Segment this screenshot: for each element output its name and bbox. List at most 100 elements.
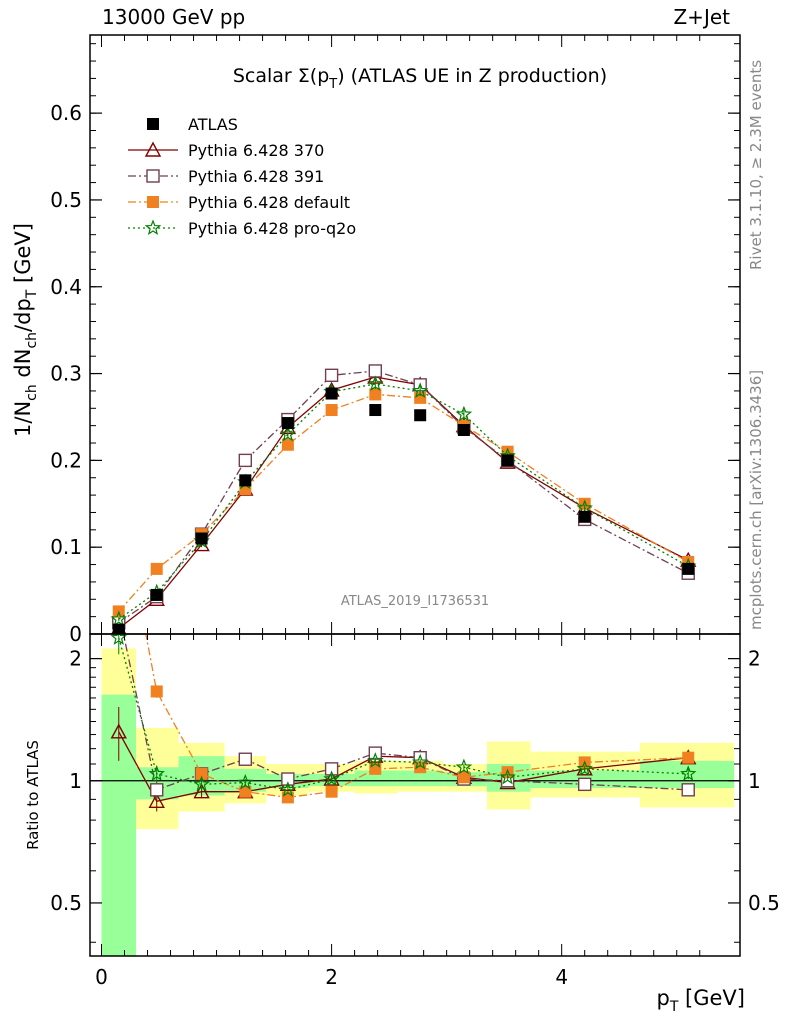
ratio-point-pythia-6-428-pro-q2o <box>110 634 127 645</box>
ratio-point-pythia-6-428-default <box>682 751 695 764</box>
data-point-atlas <box>578 510 591 523</box>
legend-marker-atlas <box>147 118 159 130</box>
legend-marker-pythia-6-428-391 <box>146 169 160 183</box>
y-tick-label: 0.2 <box>50 448 82 472</box>
legend-marker-pythia-6-428-370 <box>144 141 162 157</box>
data-point-atlas <box>195 532 208 545</box>
ratio-point-pythia-6-428-default <box>325 785 338 798</box>
data-point-pythia-6-428-default <box>281 438 294 451</box>
legend-label-pythia-6-428-pro-q2o: Pythia 6.428 pro-q2o <box>188 219 356 238</box>
ratio-line-pythia-6-428-default <box>145 634 689 799</box>
y-tick-label: 0.5 <box>50 188 82 212</box>
ratio-point-pythia-6-428-pro-q2o <box>237 773 254 790</box>
ratio-frame <box>89 633 741 957</box>
ratio-tick-label-right: 0.5 <box>748 891 780 915</box>
legend-label-pythia-6-428-391: Pythia 6.428 391 <box>188 167 324 186</box>
data-point-atlas <box>325 387 338 400</box>
ratio-tick-label: 2 <box>69 647 82 671</box>
legend-label-pythia-6-428-default: Pythia 6.428 default <box>188 193 350 212</box>
data-point-atlas <box>414 409 427 422</box>
ratio-point-pythia-6-428-391 <box>150 783 164 797</box>
legend-marker-pythia-6-428-default <box>147 196 159 208</box>
ratio-point-pythia-6-428-pro-q2o <box>323 770 340 787</box>
legend-marker-pythia-6-428-pro-q2o <box>144 219 162 236</box>
main-panel: 0 0.1 0.2 0.3 0.4 0.5 0.6 <box>50 34 741 646</box>
ratio-point-pythia-6-428-pro-q2o <box>411 753 429 770</box>
legend: ATLAS Pythia 6.428 370 Pythia 6.428 391 Pyt… <box>128 115 356 238</box>
ratio-line-pythia-6-428-391 <box>122 634 689 791</box>
data-point-pythia-6-428-default <box>150 562 163 575</box>
data-point-pythia-6-428-pro-q2o <box>110 610 127 627</box>
data-point-atlas <box>281 417 294 430</box>
ratio-tick-label: 0.5 <box>50 891 82 915</box>
ratio-point-pythia-6-428-pro-q2o <box>499 768 516 785</box>
data-point-atlas <box>457 423 470 436</box>
data-point-atlas <box>239 474 252 487</box>
ratio-series-group <box>110 484 697 812</box>
data-point-pythia-6-428-pro-q2o <box>367 375 384 391</box>
ratio-point-pythia-6-428-370 <box>323 770 340 786</box>
ratio-tick-label-right: 1 <box>748 769 761 793</box>
ratio-point-pythia-6-428-pro-q2o <box>193 775 210 792</box>
ratio-point-pythia-6-428-391 <box>681 783 695 797</box>
ratio-panel: 0.5 0.51 12 20 2 4 <box>50 484 780 989</box>
x-tick-label: 4 <box>555 965 568 989</box>
ratio-point-pythia-6-428-391 <box>238 752 253 766</box>
data-point-pythia-6-428-391 <box>324 368 339 383</box>
data-point-pythia-6-428-391 <box>368 364 383 378</box>
x-tick-label: 0 <box>95 965 108 989</box>
ratio-point-pythia-6-428-370 <box>148 792 165 809</box>
ratio-point-pythia-6-428-pro-q2o <box>148 765 165 781</box>
ratio-line-pythia-6-428-370 <box>118 731 689 803</box>
data-point-atlas <box>501 454 514 467</box>
legend-label-atlas: ATLAS <box>188 115 238 134</box>
data-point-pythia-6-428-default <box>325 404 338 417</box>
ratio-point-pythia-6-428-default <box>195 767 208 780</box>
series-line-pythia-6-428-391 <box>118 370 689 624</box>
data-point-pythia-6-428-pro-q2o <box>455 405 473 422</box>
header-right: Z+Jet <box>673 5 730 29</box>
data-point-atlas <box>682 562 695 575</box>
ratio-point-pythia-6-428-pro-q2o <box>680 765 697 781</box>
rivet-label: Rivet 3.1.10, ≥ 2.3M events <box>747 60 765 270</box>
ratio-point-pythia-6-428-default <box>457 771 470 784</box>
header-left: 13000 GeV pp <box>102 5 245 29</box>
data-point-atlas <box>369 404 382 417</box>
ratio-point-pythia-6-428-pro-q2o <box>279 781 297 797</box>
ratio-point-pythia-6-428-370 <box>193 783 210 799</box>
ratio-tick-label: 1 <box>69 769 82 793</box>
main-series-group <box>110 364 697 634</box>
data-point-atlas <box>112 623 125 634</box>
series-line-pythia-6-428-default <box>118 393 689 612</box>
data-point-pythia-6-428-391 <box>238 453 253 468</box>
chart-title: Scalar Σ(pT) (ATLAS UE in Z production) <box>233 65 607 92</box>
data-point-pythia-6-428-pro-q2o <box>411 382 429 398</box>
data-point-atlas <box>150 588 163 601</box>
ratio-point-pythia-6-428-default <box>501 766 514 779</box>
series-line-pythia-6-428-pro-q2o <box>118 383 689 620</box>
watermark: ATLAS_2019_I1736531 <box>341 594 489 609</box>
data-point-pythia-6-428-default <box>501 445 514 458</box>
series-line-pythia-6-428-370 <box>118 376 689 629</box>
ratio-point-pythia-6-428-pro-q2o <box>576 760 593 776</box>
ratio-point-pythia-6-428-391 <box>324 762 339 776</box>
y-tick-label: 0 <box>69 622 82 646</box>
ratio-band-inner <box>397 770 444 787</box>
ratio-point-pythia-6-428-pro-q2o <box>367 752 384 768</box>
y-tick-label: 0.3 <box>50 362 82 386</box>
mcplots-label: mcplots.cern.ch [arXiv:1306.3436] <box>747 370 765 630</box>
y-tick-label: 0.4 <box>50 275 82 299</box>
data-point-pythia-6-428-default <box>369 388 382 401</box>
data-point-pythia-6-428-default <box>578 497 591 510</box>
y-axis-label: 1/Nch dNch/dpT [GeV] <box>11 223 40 437</box>
y-tick-label: 0.1 <box>50 535 82 559</box>
ratio-point-pythia-6-428-default <box>113 484 125 496</box>
legend-label-pythia-6-428-370: Pythia 6.428 370 <box>188 141 324 160</box>
data-point-pythia-6-428-pro-q2o <box>279 425 297 442</box>
data-point-pythia-6-428-default <box>414 391 427 404</box>
ratio-point-pythia-6-428-391 <box>281 772 295 786</box>
ratio-tick-label-right: 2 <box>748 647 761 671</box>
ratio-point-pythia-6-428-391 <box>577 777 592 792</box>
ratio-point-pythia-6-428-default <box>239 785 252 798</box>
